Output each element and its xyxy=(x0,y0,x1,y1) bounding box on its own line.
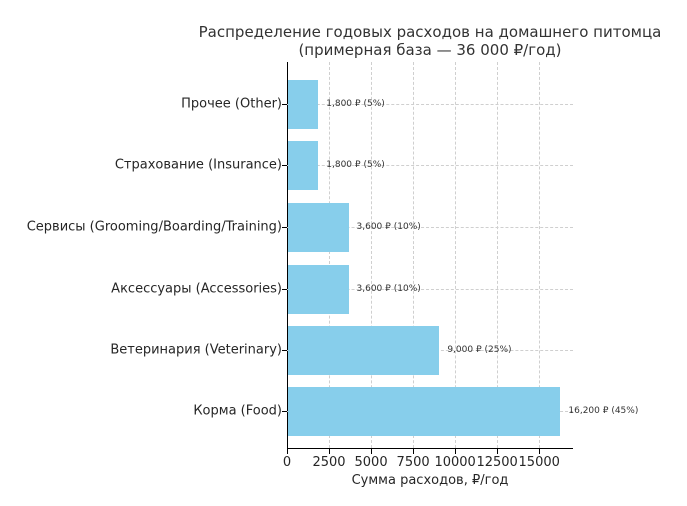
bar xyxy=(288,140,319,190)
x-tick-label: 2500 xyxy=(312,455,346,470)
grid-line-vertical xyxy=(413,62,415,448)
grid-line-horizontal xyxy=(287,227,573,228)
y-tick-label: Прочее (Other) xyxy=(181,96,282,112)
bar-value-label: 16,200 ₽ (45%) xyxy=(568,406,639,416)
x-tick-mark xyxy=(413,449,415,454)
y-tick-label: Сервисы (Grooming/Boarding/Training) xyxy=(26,219,282,235)
grid-line-vertical xyxy=(497,62,499,448)
y-tick-mark xyxy=(282,350,287,351)
y-tick-mark xyxy=(282,104,287,105)
grid-line-vertical xyxy=(371,62,373,448)
grid-line-vertical xyxy=(329,62,331,448)
x-axis-line xyxy=(287,448,573,449)
y-tick-label: Аксессуары (Accessories) xyxy=(111,281,282,297)
x-tick-label: 5000 xyxy=(354,455,388,470)
y-tick-mark xyxy=(282,227,287,228)
x-tick-label: 15000 xyxy=(518,455,560,470)
chart-title-line-2: (примерная база — 36 000 ₽/год) xyxy=(298,41,562,59)
grid-line-horizontal xyxy=(287,289,573,290)
x-tick-label: 7500 xyxy=(396,455,430,470)
x-tick-mark xyxy=(497,449,499,454)
x-tick-mark xyxy=(329,449,331,454)
chart-title-line-1: Распределение годовых расходов на домашн… xyxy=(198,23,662,41)
x-tick-label: 10000 xyxy=(434,455,476,470)
x-tick-mark xyxy=(455,449,457,454)
bar xyxy=(288,202,349,252)
bar-value-label: 3,600 ₽ (10%) xyxy=(356,284,421,294)
grid-line-horizontal xyxy=(287,104,573,105)
grid-line-horizontal xyxy=(287,165,573,166)
bar xyxy=(288,79,319,129)
y-tick-label: Страхование (Insurance) xyxy=(114,157,282,173)
bar-value-label: 3,600 ₽ (10%) xyxy=(356,222,421,232)
grid-line-vertical xyxy=(455,62,457,448)
x-tick-mark xyxy=(539,449,541,454)
x-tick-mark xyxy=(371,449,373,454)
y-tick-label: Корма (Food) xyxy=(193,403,282,419)
x-tick-mark xyxy=(287,449,288,454)
bar xyxy=(288,264,349,314)
grid-line-vertical xyxy=(539,62,541,448)
y-tick-mark xyxy=(282,411,287,412)
y-tick-mark xyxy=(282,289,287,290)
y-tick-mark xyxy=(282,165,287,166)
bar-value-label: 1,800 ₽ (5%) xyxy=(326,160,385,170)
y-axis-line xyxy=(287,62,288,449)
bar xyxy=(288,325,440,375)
x-axis-label: Сумма расходов, ₽/год xyxy=(351,473,509,488)
y-tick-label: Ветеринария (Veterinary) xyxy=(110,342,282,358)
bar-value-label: 9,000 ₽ (25%) xyxy=(447,345,512,355)
bar xyxy=(288,386,561,436)
bar-value-label: 1,800 ₽ (5%) xyxy=(326,99,385,109)
x-tick-label: 0 xyxy=(282,455,292,470)
plot-area: 1,800 ₽ (5%) 1,800 ₽ (5%) 3,600 ₽ (10%) 3,6… xyxy=(287,62,638,449)
x-tick-label: 12500 xyxy=(476,455,518,470)
